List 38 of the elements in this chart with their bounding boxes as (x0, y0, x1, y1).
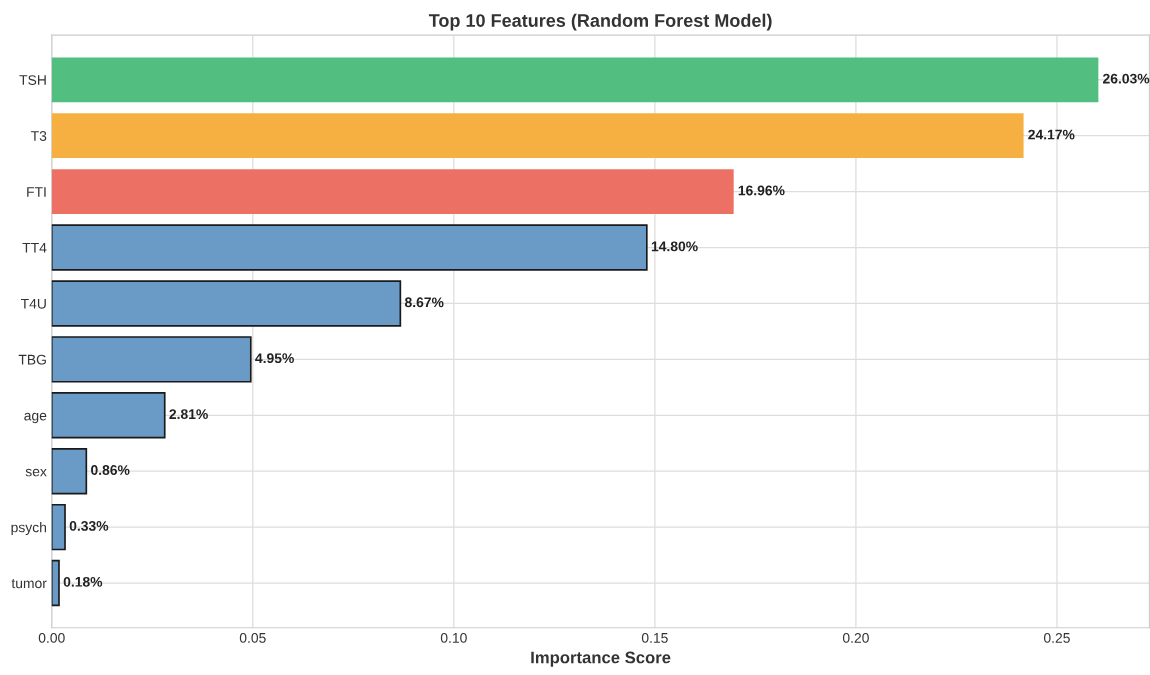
bar (51, 559, 60, 607)
y-tick-label: FTI (27, 187, 46, 197)
y-tick-label: T3 (30, 131, 47, 141)
data-label: 4.95% (255, 353, 294, 364)
x-tick-label: 0.10 (440, 632, 467, 643)
x-tick-label: 0.25 (1043, 632, 1070, 643)
x-tick-label: 0.05 (239, 632, 266, 643)
bar (51, 57, 1099, 103)
data-label: 16.96% (738, 185, 785, 196)
x-tick-label: 0.20 (842, 632, 869, 643)
y-tick-label: age (24, 412, 47, 424)
x-axis-title: Importance Score (531, 651, 671, 667)
bar (51, 280, 402, 327)
data-label: 26.03% (1103, 73, 1150, 84)
bar (51, 169, 734, 215)
bar (51, 392, 166, 439)
x-tick-label: 0.15 (641, 632, 668, 643)
data-label: 0.33% (69, 521, 109, 531)
bar (51, 448, 88, 495)
data-label: 8.67% (404, 297, 444, 308)
y-tick-label: tumor (11, 579, 47, 589)
data-label: 2.81% (169, 409, 208, 420)
y-tick-label: TT4 (22, 243, 47, 253)
bar (51, 224, 648, 271)
y-tick-label: psych (11, 522, 46, 536)
data-label: 24.17% (1028, 129, 1075, 140)
data-label: 14.80% (651, 241, 698, 252)
bar (51, 336, 252, 383)
y-tick-label: sex (25, 468, 47, 477)
data-label: 0.86% (91, 465, 130, 475)
data-label: 0.18% (63, 576, 103, 587)
y-tick-label: TSH (19, 75, 46, 85)
y-tick-label: TBG (18, 354, 46, 365)
bar (51, 113, 1024, 159)
x-tick-label: 0.00 (38, 632, 65, 643)
y-tick-label: T4U (20, 298, 46, 309)
bar (51, 503, 66, 551)
chart-title: Top 10 Features (Random Forest Model) (428, 13, 772, 31)
